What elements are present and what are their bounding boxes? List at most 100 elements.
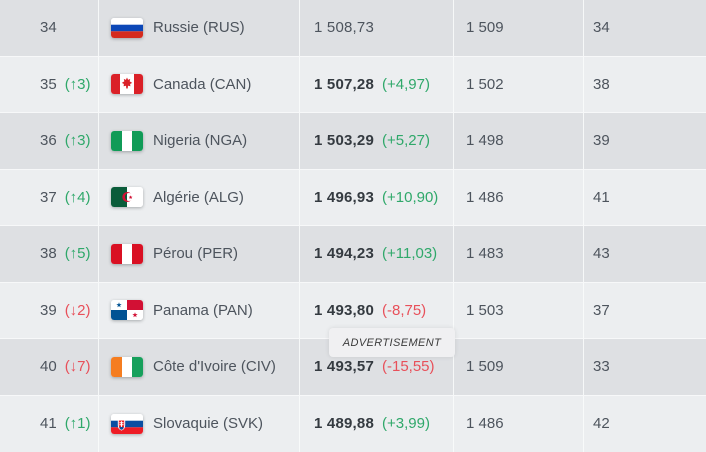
points-cell: 1 493,57 (-15,55) [299,339,453,395]
previous-rank-cell: 37 [583,282,706,338]
points-value: 1 496,93 [314,188,374,206]
rank-change: (↓2) [64,301,91,319]
flag-nigeria-icon [111,130,143,151]
rank-value: 37 [40,188,57,206]
table-row[interactable]: 36 (↑3) Nigeria (NGA) 1 503,29 (+5,27) 1… [0,113,706,170]
previous-points-value: 1 498 [466,132,504,150]
previous-rank-cell: 39 [583,113,706,169]
points-change: (+3,99) [382,415,430,433]
team-name: Nigeria (NGA) [153,132,248,150]
previous-rank-cell: 41 [583,169,706,225]
rank-change: (↑5) [64,245,91,263]
rank-value: 35 [40,75,57,93]
points-value: 1 507,28 [314,75,374,93]
table-row[interactable]: 38 (↑5) Pérou (PER) 1 494,23 (+11,03) 1 … [0,226,706,283]
rank-value: 40 [40,358,57,376]
table-row[interactable]: 35 (↑3) Canada (CAN) 1 507,28 (+4,97) 1 … [0,56,706,113]
table-row[interactable]: 41 (↑1) Slovaquie (SVK) 1 489,88 (+3,99)… [0,395,706,452]
previous-rank-value: 39 [593,132,610,150]
previous-points-cell: 1 483 [453,226,583,282]
rank-cell: 35 (↑3) [0,57,98,113]
previous-points-cell: 1 486 [453,169,583,225]
rank-change: (↑3) [64,75,91,93]
flag-canada-icon [111,74,143,95]
advertisement-label: ADVERTISEMENT [329,328,455,357]
rank-cell: 41 (↑1) [0,396,98,452]
points-change: (+10,90) [382,188,439,206]
team-cell: Slovaquie (SVK) [98,395,299,452]
flag-algeria-icon [111,187,143,208]
previous-rank-cell: 38 [583,56,706,112]
team-cell: Côte d'Ivoire (CIV) [98,339,299,395]
previous-points-value: 1 486 [466,415,504,433]
previous-points-cell: 1 502 [453,56,583,112]
points-change: (+4,97) [382,75,430,93]
previous-points-value: 1 502 [466,75,504,93]
table-row[interactable]: 37 (↑4) Algérie (ALG) 1 496,93 (+10,90) … [0,169,706,226]
team-name: Pérou (PER) [153,245,239,263]
team-cell: Panama (PAN) [98,282,299,338]
previous-points-value: 1 483 [466,245,504,263]
previous-rank-cell: 34 [583,0,706,56]
points-cell: 1 496,93 (+10,90) [299,169,453,225]
points-value: 1 493,80 [314,301,374,319]
previous-points-cell: 1 509 [453,0,583,56]
points-cell: 1 493,80 (-8,75) [299,282,453,338]
previous-rank-value: 37 [593,301,610,319]
team-cell: Russie (RUS) [98,0,299,56]
rank-cell: 40 (↓7) [0,339,98,395]
previous-rank-value: 43 [593,245,610,263]
previous-rank-value: 34 [593,19,610,37]
rank-cell: 38 (↑5) [0,226,98,282]
points-cell: 1 507,28 (+4,97) [299,56,453,112]
rank-change: (↑3) [64,132,91,150]
points-value: 1 508,73 [314,19,374,37]
team-cell: Canada (CAN) [98,56,299,112]
previous-rank-value: 41 [593,188,610,206]
points-change: (+11,03) [382,245,438,263]
points-cell: 1 508,73 [299,0,453,56]
points-cell: 1 503,29 (+5,27) [299,113,453,169]
rank-change: (↑1) [64,415,91,433]
previous-rank-value: 33 [593,358,610,376]
rank-value: 38 [40,245,57,263]
points-change: (-8,75) [382,301,427,319]
points-change: (-15,55) [382,358,435,376]
points-value: 1 489,88 [314,415,374,433]
flag-slovakia-icon [111,413,143,434]
previous-points-cell: 1 498 [453,113,583,169]
previous-points-cell: 1 509 [453,339,583,395]
points-cell: 1 489,88 (+3,99) [299,395,453,452]
rank-value: 36 [40,132,57,150]
table-row[interactable]: 40 (↓7) Côte d'Ivoire (CIV) 1 493,57 (-1… [0,339,706,396]
rank-cell: 34 [0,0,98,56]
rank-cell: 36 (↑3) [0,113,98,169]
points-cell: 1 494,23 (+11,03) [299,226,453,282]
previous-rank-cell: 43 [583,226,706,282]
points-value: 1 503,29 [314,132,374,150]
previous-points-value: 1 509 [466,19,504,37]
previous-points-value: 1 503 [466,301,504,319]
rank-change: (↓7) [64,358,91,376]
rank-cell: 37 (↑4) [0,170,98,226]
points-change: (+5,27) [382,132,430,150]
previous-rank-value: 38 [593,75,610,93]
previous-rank-cell: 42 [583,395,706,452]
flag-ivory-coast-icon [111,356,143,377]
team-cell: Pérou (PER) [98,226,299,282]
team-cell: Algérie (ALG) [98,169,299,225]
points-value: 1 493,57 [314,358,374,376]
team-name: Côte d'Ivoire (CIV) [153,358,276,376]
previous-points-cell: 1 486 [453,395,583,452]
team-name: Canada (CAN) [153,75,252,93]
team-name: Russie (RUS) [153,19,245,37]
previous-points-value: 1 486 [466,188,504,206]
rank-value: 41 [40,415,57,433]
points-value: 1 494,23 [314,245,374,263]
table-row[interactable]: 34 Russie (RUS) 1 508,73 1 509 34 [0,0,706,57]
previous-points-cell: 1 503 [453,282,583,338]
previous-rank-cell: 33 [583,339,706,395]
flag-peru-icon [111,243,143,264]
rank-value: 34 [40,19,57,37]
